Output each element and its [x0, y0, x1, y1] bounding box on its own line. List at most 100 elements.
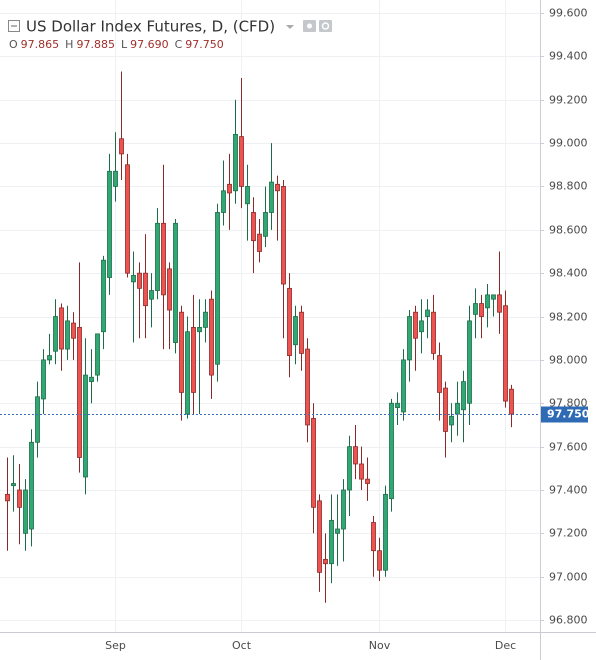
- candle-body: [485, 294, 490, 309]
- legend-header: US Dollar Index Futures, D, (CFD): [8, 18, 332, 36]
- candle-body: [467, 320, 472, 404]
- candle-body: [233, 134, 238, 192]
- candle-body: [215, 212, 220, 365]
- y-tick-label: 98.600: [549, 224, 588, 237]
- candle-body: [413, 311, 418, 339]
- candle-body: [227, 183, 232, 194]
- candle-body: [365, 478, 370, 484]
- x-tick-label: Sep: [105, 639, 126, 652]
- candle-body: [77, 326, 82, 458]
- candle-body: [305, 348, 310, 426]
- ohlc-value: 97.885: [76, 38, 115, 51]
- candle-body: [113, 170, 118, 187]
- candle-body: [455, 402, 460, 415]
- candle-body: [125, 164, 130, 274]
- candle-body: [263, 212, 268, 237]
- ohlc-key: L: [121, 38, 128, 51]
- candle-body: [341, 489, 346, 530]
- candle-body: [119, 138, 124, 155]
- candle-body: [425, 309, 430, 317]
- ohlc-value: 97.865: [21, 38, 60, 51]
- candle-body: [491, 294, 496, 300]
- candle-body: [35, 396, 40, 443]
- candle-body: [185, 331, 190, 415]
- settings-icon[interactable]: [319, 20, 332, 32]
- candle-body: [269, 181, 274, 213]
- candle-body: [497, 294, 502, 313]
- candle-body: [461, 381, 466, 411]
- candle-body: [65, 320, 70, 350]
- candle-body: [473, 303, 478, 315]
- candle-body: [191, 326, 196, 393]
- candle-body: [167, 268, 172, 311]
- candle-body: [239, 136, 244, 187]
- candle-body: [29, 441, 34, 530]
- y-tick-label: 97.000: [549, 571, 588, 584]
- candle-body: [359, 463, 364, 480]
- candle-body: [89, 376, 94, 382]
- y-tick-label: 98.800: [549, 180, 588, 193]
- candle-body: [389, 402, 394, 500]
- candle-body: [251, 212, 256, 242]
- candle-body: [395, 402, 400, 409]
- candle-body: [161, 222, 166, 296]
- candle-body: [155, 222, 160, 291]
- candle-body: [299, 311, 304, 354]
- y-tick-label: 97.800: [549, 397, 588, 410]
- y-tick-label: 97.200: [549, 527, 588, 540]
- chart-title: US Dollar Index Futures, D, (CFD): [26, 18, 275, 36]
- candle-body: [437, 355, 442, 393]
- candle-body: [245, 186, 250, 205]
- candle-body: [203, 311, 208, 328]
- candle-body: [479, 303, 484, 317]
- candle-body: [377, 550, 382, 571]
- y-tick-label: 98.200: [549, 311, 588, 324]
- candle-body: [353, 446, 358, 465]
- y-tick-label: 99.000: [549, 137, 588, 150]
- candle-body: [281, 186, 286, 285]
- y-tick-label: 98.000: [549, 354, 588, 367]
- settings-icon-gear: [321, 22, 330, 30]
- ohlc-key: C: [175, 38, 183, 51]
- axes: 96.800 97.000 97.200 97.400 97.600 97.800 98.0…: [105, 7, 590, 653]
- y-tick-label: 99.200: [549, 94, 588, 107]
- y-tick-label: 97.400: [549, 484, 588, 497]
- candle-body: [407, 316, 412, 361]
- candle-body: [209, 298, 214, 376]
- candle-body: [143, 272, 148, 307]
- candle-body: [71, 322, 76, 339]
- candle-body: [287, 287, 292, 356]
- y-tick-label: 96.800: [549, 614, 588, 627]
- candle-body: [317, 500, 322, 573]
- y-tick-label: 99.400: [549, 50, 588, 63]
- candle-body: [23, 489, 28, 534]
- y-tick-label: 98.400: [549, 267, 588, 280]
- candle-body: [47, 355, 52, 361]
- candle-body: [17, 489, 22, 508]
- candle-body: [293, 316, 298, 346]
- y-tick-label: 97.600: [549, 441, 588, 454]
- candle-body: [5, 493, 10, 502]
- candle-body: [173, 222, 178, 343]
- candle-body: [419, 320, 424, 333]
- candle-body: [323, 558, 328, 565]
- candle-body: [449, 415, 454, 426]
- candle-body: [329, 519, 334, 565]
- candle-body: [11, 483, 16, 487]
- candle-body: [59, 307, 64, 350]
- plot: [0, 71, 540, 603]
- ohlc-values: O 97.865 H 97.885 L 97.690 C 97.750: [9, 38, 224, 51]
- candle-body: [107, 170, 112, 278]
- candle-body: [443, 387, 448, 432]
- x-tick-label: Oct: [232, 639, 252, 652]
- ohlc-value: 97.690: [130, 38, 169, 51]
- candle-body: [335, 528, 340, 534]
- candle-body: [83, 374, 88, 478]
- candle-body: [149, 290, 154, 300]
- dropdown-caret[interactable]: [286, 25, 294, 29]
- candle-body: [431, 311, 436, 354]
- candle-body: [383, 493, 388, 571]
- candle-body: [371, 522, 376, 552]
